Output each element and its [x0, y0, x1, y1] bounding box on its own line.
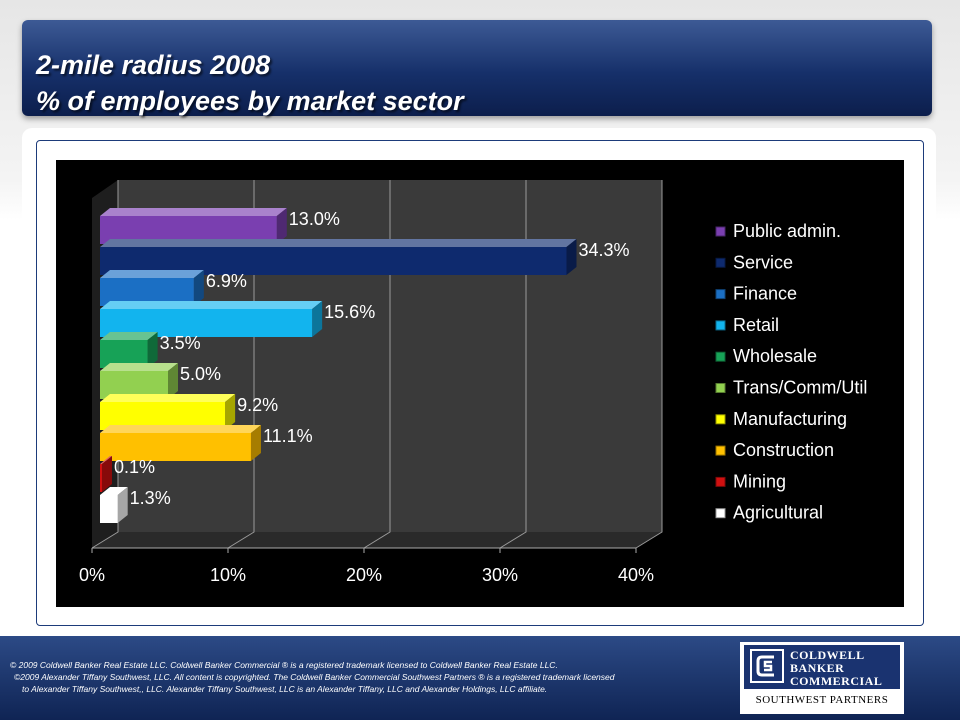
legend-swatch	[715, 476, 726, 487]
copyright-line-1: © 2009 Coldwell Banker Real Estate LLC. …	[10, 660, 558, 670]
slide-title-line2: % of employees by market sector	[36, 86, 464, 116]
data-label: 15.6%	[324, 302, 375, 322]
x-tick-label: 30%	[482, 565, 518, 585]
bar-top-face	[100, 456, 112, 464]
bar-top-face	[100, 208, 287, 216]
content-panel-border	[36, 140, 924, 626]
data-label: 0.1%	[114, 457, 155, 477]
legend-swatch	[715, 508, 726, 519]
title-bar	[22, 20, 932, 116]
legend-label: Finance	[733, 284, 797, 304]
bar-side-face	[312, 301, 323, 337]
legend-label: Trans/Comm/Util	[733, 378, 867, 398]
logo-text-line1: COLDWELL	[790, 648, 865, 662]
data-label: 1.3%	[130, 488, 171, 508]
legend-swatch	[715, 383, 726, 393]
legend-label: Agricultural	[733, 503, 823, 523]
bar	[100, 433, 251, 461]
bar-side-face	[147, 332, 158, 368]
gridline	[227, 180, 255, 549]
bar-top-face	[100, 301, 323, 309]
bar	[100, 495, 118, 523]
legend-label: Manufacturing	[733, 409, 847, 429]
bar-side-face	[193, 270, 204, 306]
legend-label: Wholesale	[733, 346, 817, 366]
legend-label: Service	[733, 252, 793, 272]
gridline	[635, 180, 663, 549]
legend-swatch	[715, 351, 726, 362]
slide-title-line1: 2-mile radius 2008	[36, 50, 271, 80]
legend-swatch	[715, 445, 726, 456]
copyright-line-2: ©2009 Alexander Tiffany Southwest, LLC. …	[14, 672, 615, 682]
x-tick-label: 0%	[79, 565, 105, 585]
logo-emblem-icon	[750, 649, 784, 683]
data-label: 6.9%	[206, 271, 247, 291]
legend-swatch	[715, 257, 726, 268]
data-label: 34.3%	[578, 240, 629, 260]
legend-label: Mining	[733, 471, 786, 491]
logo-subtitle: SOUTHWEST PARTNERS	[755, 694, 889, 706]
bar-side-face	[117, 487, 128, 523]
data-label: 13.0%	[289, 209, 340, 229]
legend-swatch	[715, 226, 726, 237]
legend-label: Construction	[733, 440, 834, 460]
gridline	[499, 180, 527, 549]
bar-top-face	[100, 239, 577, 247]
copyright-line-3: to Alexander Tiffany Southwest,, LLC. Al…	[22, 684, 548, 694]
legend-swatch	[715, 289, 726, 300]
logo-panel: COLDWELL BANKER COMMERCIAL	[744, 645, 900, 689]
bar-side-face	[225, 394, 236, 430]
bar-side-face	[168, 363, 178, 399]
bar-side-face	[276, 208, 287, 244]
legend-swatch	[715, 320, 726, 331]
gridline	[363, 180, 391, 549]
x-tick-label: 40%	[618, 565, 654, 585]
company-logo: COLDWELL BANKER COMMERCIAL SOUTHWEST PAR…	[740, 642, 904, 714]
logo-text-line3: COMMERCIAL	[790, 674, 883, 688]
bar-side-face	[102, 456, 112, 492]
data-label: 11.1%	[263, 426, 313, 446]
data-label: 3.5%	[160, 333, 201, 353]
x-tick-label: 10%	[210, 565, 246, 585]
legend-label: Retail	[733, 315, 779, 335]
bar-top-face	[100, 363, 178, 371]
bar-top-face	[100, 487, 128, 495]
bar-top-face	[100, 425, 261, 433]
bar-side-face	[250, 425, 261, 461]
logo-text-line2: BANKER	[790, 661, 845, 675]
bar-top-face	[100, 270, 204, 278]
bar-top-face	[100, 394, 236, 402]
legend-label: Public admin.	[733, 221, 841, 241]
bar-chart: 0% 10% 20% 30% 40% 13.0% 34.3% 6.9% 15.6% 3.5% 5.0…	[79, 180, 867, 585]
bar	[100, 464, 102, 492]
data-label: 5.0%	[180, 364, 221, 384]
data-label: 9.2%	[237, 395, 278, 415]
legend-swatch	[715, 414, 726, 425]
x-tick-label: 20%	[346, 565, 382, 585]
bar-top-face	[100, 332, 158, 340]
bar-side-face	[566, 239, 577, 275]
